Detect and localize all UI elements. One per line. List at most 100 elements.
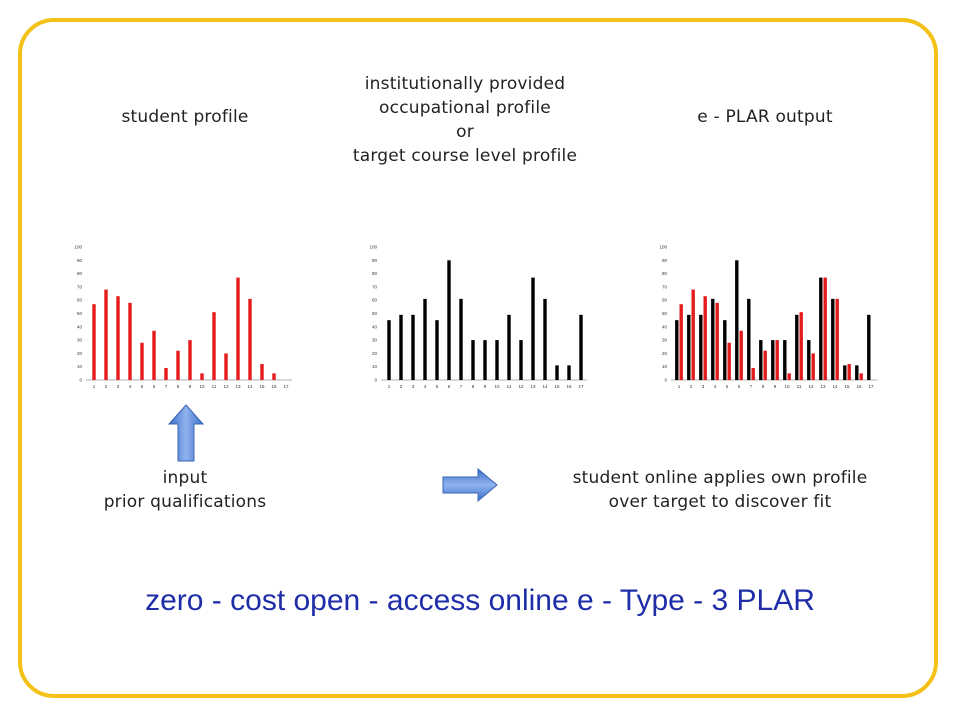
y-tick-label: 60 <box>662 298 668 303</box>
bar <box>783 340 787 380</box>
y-tick-label: 40 <box>662 324 668 329</box>
bar <box>727 342 731 380</box>
up-arrow-icon <box>168 404 204 462</box>
x-tick-label: 7 <box>460 384 463 389</box>
y-tick-label: 80 <box>662 271 668 276</box>
y-tick-label: 50 <box>372 311 378 316</box>
bar <box>224 353 228 380</box>
bar <box>811 353 815 380</box>
bar <box>795 314 799 380</box>
bar <box>447 260 451 380</box>
bar <box>775 340 779 380</box>
bar <box>164 368 168 380</box>
x-tick-label: 4 <box>424 384 427 389</box>
x-tick-label: 1 <box>678 384 681 389</box>
bar <box>260 364 264 380</box>
right-arrow-icon <box>442 468 498 502</box>
bar <box>747 298 751 380</box>
y-tick-label: 70 <box>662 284 668 289</box>
bar <box>104 289 108 380</box>
bar <box>823 277 827 380</box>
bar <box>411 314 415 380</box>
x-tick-label: 2 <box>690 384 693 389</box>
y-tick-label: 0 <box>79 378 82 383</box>
y-tick-label: 20 <box>662 351 668 356</box>
bar <box>459 298 463 380</box>
bar <box>116 296 120 380</box>
bar <box>399 314 403 380</box>
y-tick-label: 40 <box>372 324 378 329</box>
bar <box>799 312 803 380</box>
x-tick-label: 9 <box>774 384 777 389</box>
bar <box>759 340 763 380</box>
x-tick-label: 5 <box>141 384 144 389</box>
x-tick-label: 15 <box>844 384 850 389</box>
bar <box>835 298 839 380</box>
bar <box>387 320 391 380</box>
x-tick-label: 4 <box>714 384 717 389</box>
bar <box>519 340 523 380</box>
bar <box>855 365 859 380</box>
bar <box>555 365 559 380</box>
x-tick-label: 1 <box>93 384 96 389</box>
y-tick-label: 100 <box>369 245 377 250</box>
bar <box>763 350 767 380</box>
x-tick-label: 9 <box>484 384 487 389</box>
bar <box>691 289 695 380</box>
y-tick-label: 90 <box>662 258 668 263</box>
bar <box>507 314 511 380</box>
y-tick-label: 20 <box>77 351 83 356</box>
x-tick-label: 8 <box>472 384 475 389</box>
x-tick-label: 16 <box>566 384 572 389</box>
bar <box>579 314 583 380</box>
y-tick-label: 70 <box>372 284 378 289</box>
x-tick-label: 16 <box>856 384 862 389</box>
bar <box>200 373 204 380</box>
y-tick-label: 90 <box>77 258 83 263</box>
bar <box>471 340 475 380</box>
x-tick-label: 7 <box>165 384 168 389</box>
x-tick-label: 12 <box>808 384 814 389</box>
y-tick-label: 10 <box>372 364 378 369</box>
x-tick-label: 15 <box>259 384 265 389</box>
bar <box>92 304 96 380</box>
y-tick-label: 0 <box>374 378 377 383</box>
y-tick-label: 50 <box>662 311 668 316</box>
slide-title: zero - cost open - access online e - Typ… <box>145 584 815 617</box>
x-tick-label: 2 <box>105 384 108 389</box>
bar <box>679 304 683 380</box>
bar <box>771 340 775 380</box>
x-tick-label: 9 <box>189 384 192 389</box>
bar <box>212 312 216 380</box>
bar <box>723 320 727 380</box>
bar <box>739 330 743 380</box>
x-tick-label: 10 <box>199 384 205 389</box>
x-tick-label: 11 <box>797 384 802 389</box>
bar <box>703 296 707 380</box>
bar <box>248 298 252 380</box>
bar <box>140 342 144 380</box>
bar <box>435 320 439 380</box>
bar <box>735 260 739 380</box>
x-tick-label: 13 <box>530 384 536 389</box>
bar <box>843 365 847 380</box>
bar <box>152 330 156 380</box>
x-tick-label: 6 <box>738 384 741 389</box>
x-tick-label: 8 <box>177 384 180 389</box>
bar <box>567 365 571 380</box>
bar <box>423 298 427 380</box>
y-tick-label: 70 <box>77 284 83 289</box>
bar <box>859 373 863 380</box>
eplar-output-label: e - PLAR output <box>697 107 833 127</box>
bar <box>495 340 499 380</box>
x-tick-label: 14 <box>542 384 548 389</box>
x-tick-label: 5 <box>436 384 439 389</box>
bar <box>687 314 691 380</box>
y-tick-label: 80 <box>77 271 83 276</box>
bar <box>787 373 791 380</box>
bar <box>236 277 240 380</box>
y-tick-label: 30 <box>77 338 83 343</box>
x-tick-label: 11 <box>212 384 217 389</box>
